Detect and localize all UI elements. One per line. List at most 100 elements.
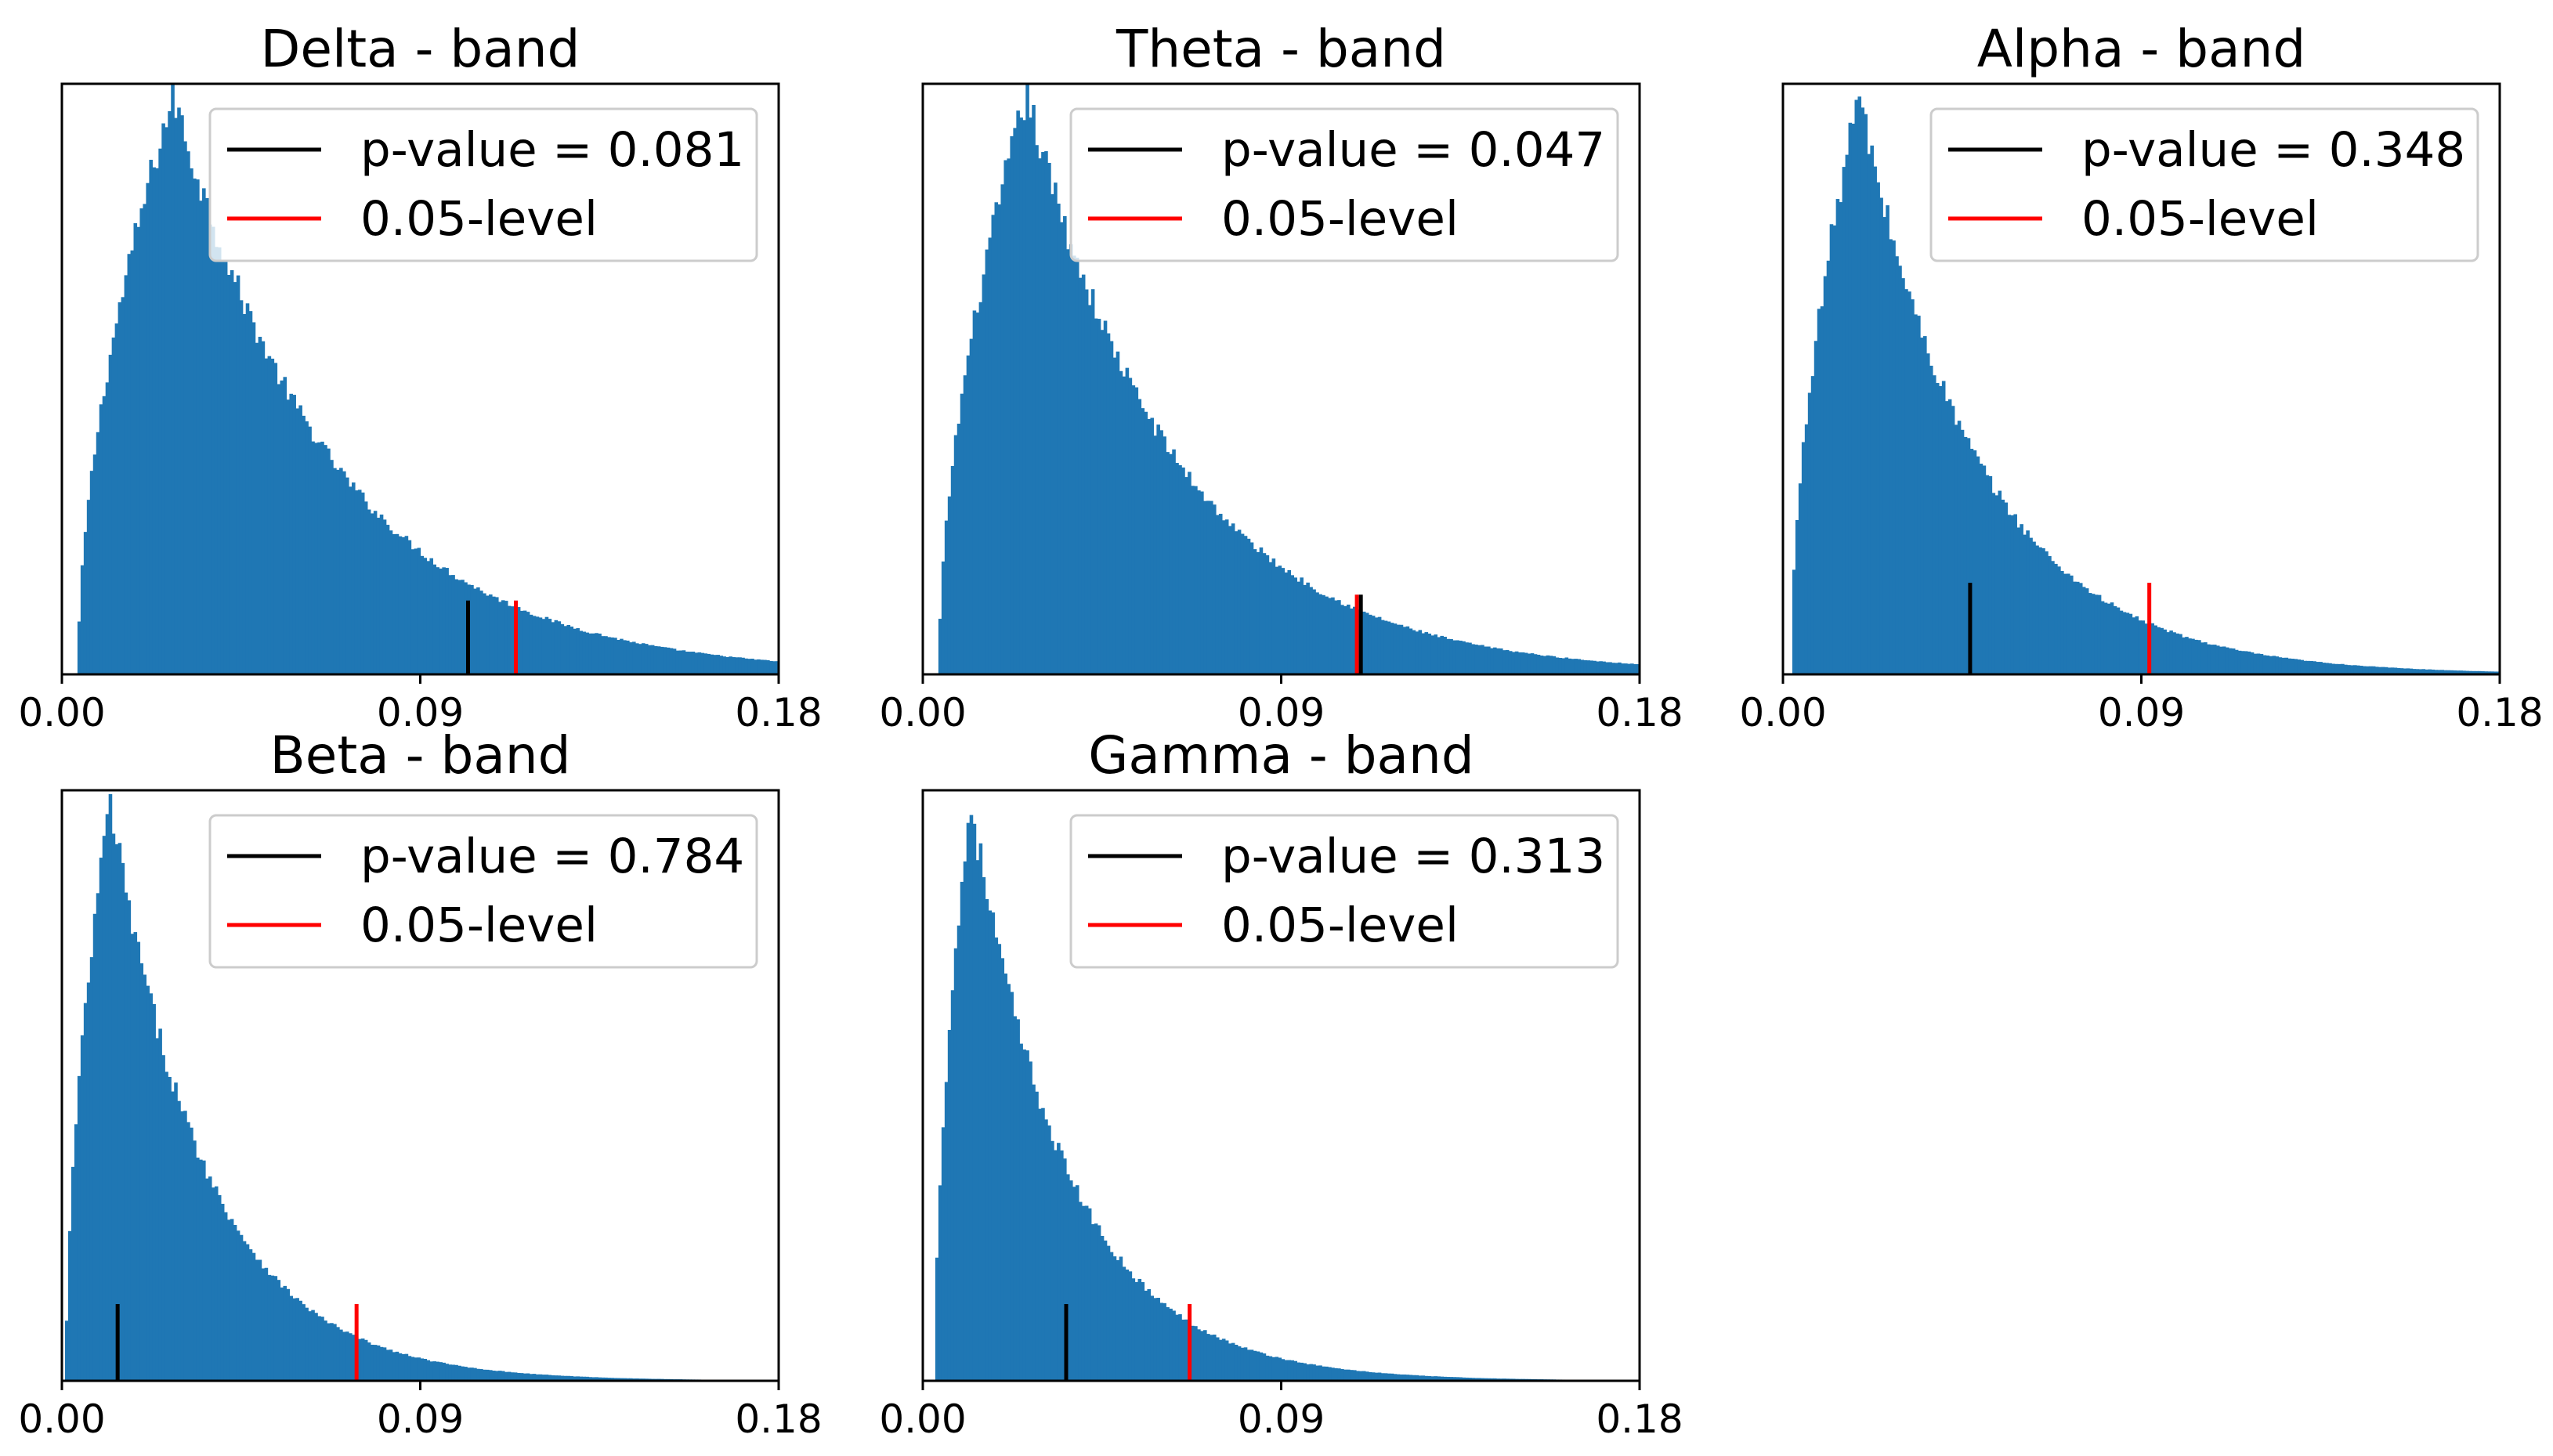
histogram-bar — [1293, 1360, 1297, 1381]
histogram-bar — [130, 250, 135, 674]
histogram-bar — [1212, 504, 1217, 674]
histogram-bar — [420, 1358, 425, 1381]
histogram-bar — [1178, 464, 1182, 674]
histogram-bar — [1150, 1295, 1154, 1381]
histogram-bar — [429, 558, 434, 674]
x-tick-label: 0.00 — [18, 690, 105, 735]
histogram-bar — [2406, 668, 2410, 674]
histogram-bar — [1481, 645, 1484, 674]
histogram-bar — [1340, 1368, 1344, 1381]
histogram-bar — [1125, 1269, 1130, 1381]
histogram-bar — [1371, 616, 1376, 674]
histogram-bar — [947, 496, 952, 674]
histogram-bar — [199, 1159, 203, 1381]
histogram-bar — [1287, 569, 1292, 674]
histogram-bar — [489, 594, 493, 674]
histogram-bar — [174, 1082, 178, 1381]
histogram-bar — [1361, 611, 1366, 674]
histogram-bar — [2110, 602, 2114, 674]
histogram-bar — [1322, 1366, 1325, 1381]
histogram-bar — [1944, 401, 1949, 674]
histogram-bar — [1546, 655, 1550, 674]
histogram-bar — [526, 1373, 530, 1381]
histogram-bar — [1010, 992, 1014, 1381]
histogram-bar — [1424, 632, 1429, 674]
histogram-bar — [486, 595, 490, 674]
histogram-bar — [479, 591, 483, 674]
histogram-bar — [2272, 656, 2276, 674]
histogram-bar — [2341, 663, 2345, 674]
histogram-bar — [529, 1374, 533, 1381]
histogram-bar — [186, 151, 190, 675]
histogram-bar — [77, 1075, 81, 1381]
histogram-bar — [1016, 1019, 1020, 1381]
histogram-bar — [1041, 152, 1045, 675]
histogram-bar — [566, 624, 571, 674]
histogram-bar — [2119, 610, 2124, 674]
histogram — [938, 84, 1640, 675]
histogram-bar — [1054, 182, 1058, 675]
histogram-bar — [1337, 600, 1341, 674]
histogram-bar — [83, 532, 88, 674]
histogram-bar — [1156, 425, 1160, 674]
histogram-bar — [963, 375, 967, 674]
histogram-bar — [997, 204, 1002, 674]
histogram-bar — [108, 793, 113, 1381]
histogram-bar — [1078, 1201, 1083, 1381]
histogram-bar — [2063, 573, 2067, 674]
histogram-bar — [2175, 633, 2179, 674]
histogram-bar — [669, 648, 674, 674]
histogram-bar — [1191, 1325, 1195, 1381]
histogram-bar — [146, 985, 150, 1381]
histogram-bar — [776, 661, 779, 674]
histogram-bar — [1106, 1245, 1111, 1381]
histogram-bar — [1455, 640, 1459, 674]
histogram-bar — [217, 1194, 222, 1381]
x-tick-label: 0.18 — [1596, 1396, 1683, 1442]
histogram-bar — [196, 179, 200, 675]
histogram-bar — [220, 1204, 225, 1381]
histogram-bar — [445, 568, 449, 674]
histogram-bar — [1287, 1360, 1292, 1381]
histogram-bar — [750, 658, 754, 674]
histogram-bar — [554, 620, 559, 674]
histogram-bar — [2210, 645, 2214, 674]
histogram-bar — [1025, 84, 1029, 675]
histogram-bar — [376, 518, 381, 674]
histogram-bar — [2163, 629, 2167, 674]
histogram-bar — [423, 1358, 428, 1381]
histogram-bar — [2007, 515, 2012, 674]
histogram-bar — [1262, 1353, 1267, 1381]
histogram-bar — [1633, 663, 1637, 674]
histogram-bar — [985, 899, 989, 1381]
histogram-bar — [1353, 1370, 1357, 1381]
histogram-bar — [1879, 197, 1883, 674]
histogram-bar — [1412, 1375, 1416, 1381]
histogram-bar — [245, 303, 250, 674]
histogram-bar — [982, 876, 986, 1381]
histogram-bar — [330, 1323, 334, 1381]
histogram-bar — [295, 408, 299, 674]
histogram-bar — [470, 1367, 474, 1381]
histogram-bar — [2275, 656, 2280, 674]
histogram-bar — [1224, 1340, 1229, 1381]
histogram-bar — [982, 274, 986, 674]
histogram-bar — [1022, 120, 1026, 675]
histogram-bar — [1390, 1373, 1394, 1381]
histogram-bar — [2060, 570, 2064, 674]
histogram-bar — [991, 215, 996, 674]
x-tick-label: 0.18 — [1596, 690, 1683, 735]
histogram-bar — [342, 471, 346, 674]
histogram-bar — [1517, 652, 1522, 674]
histogram-bar — [523, 610, 527, 674]
histogram-bar — [1558, 657, 1563, 674]
histogram-bar — [722, 656, 726, 674]
histogram-bar — [1147, 418, 1152, 674]
histogram-bar — [1035, 1091, 1039, 1381]
histogram-bar — [1022, 1049, 1026, 1381]
histogram-bar — [2362, 666, 2367, 674]
histogram-bar — [217, 247, 222, 674]
histogram-bar — [264, 1267, 269, 1381]
histogram-bar — [629, 642, 633, 674]
histogram-bar — [180, 115, 184, 674]
